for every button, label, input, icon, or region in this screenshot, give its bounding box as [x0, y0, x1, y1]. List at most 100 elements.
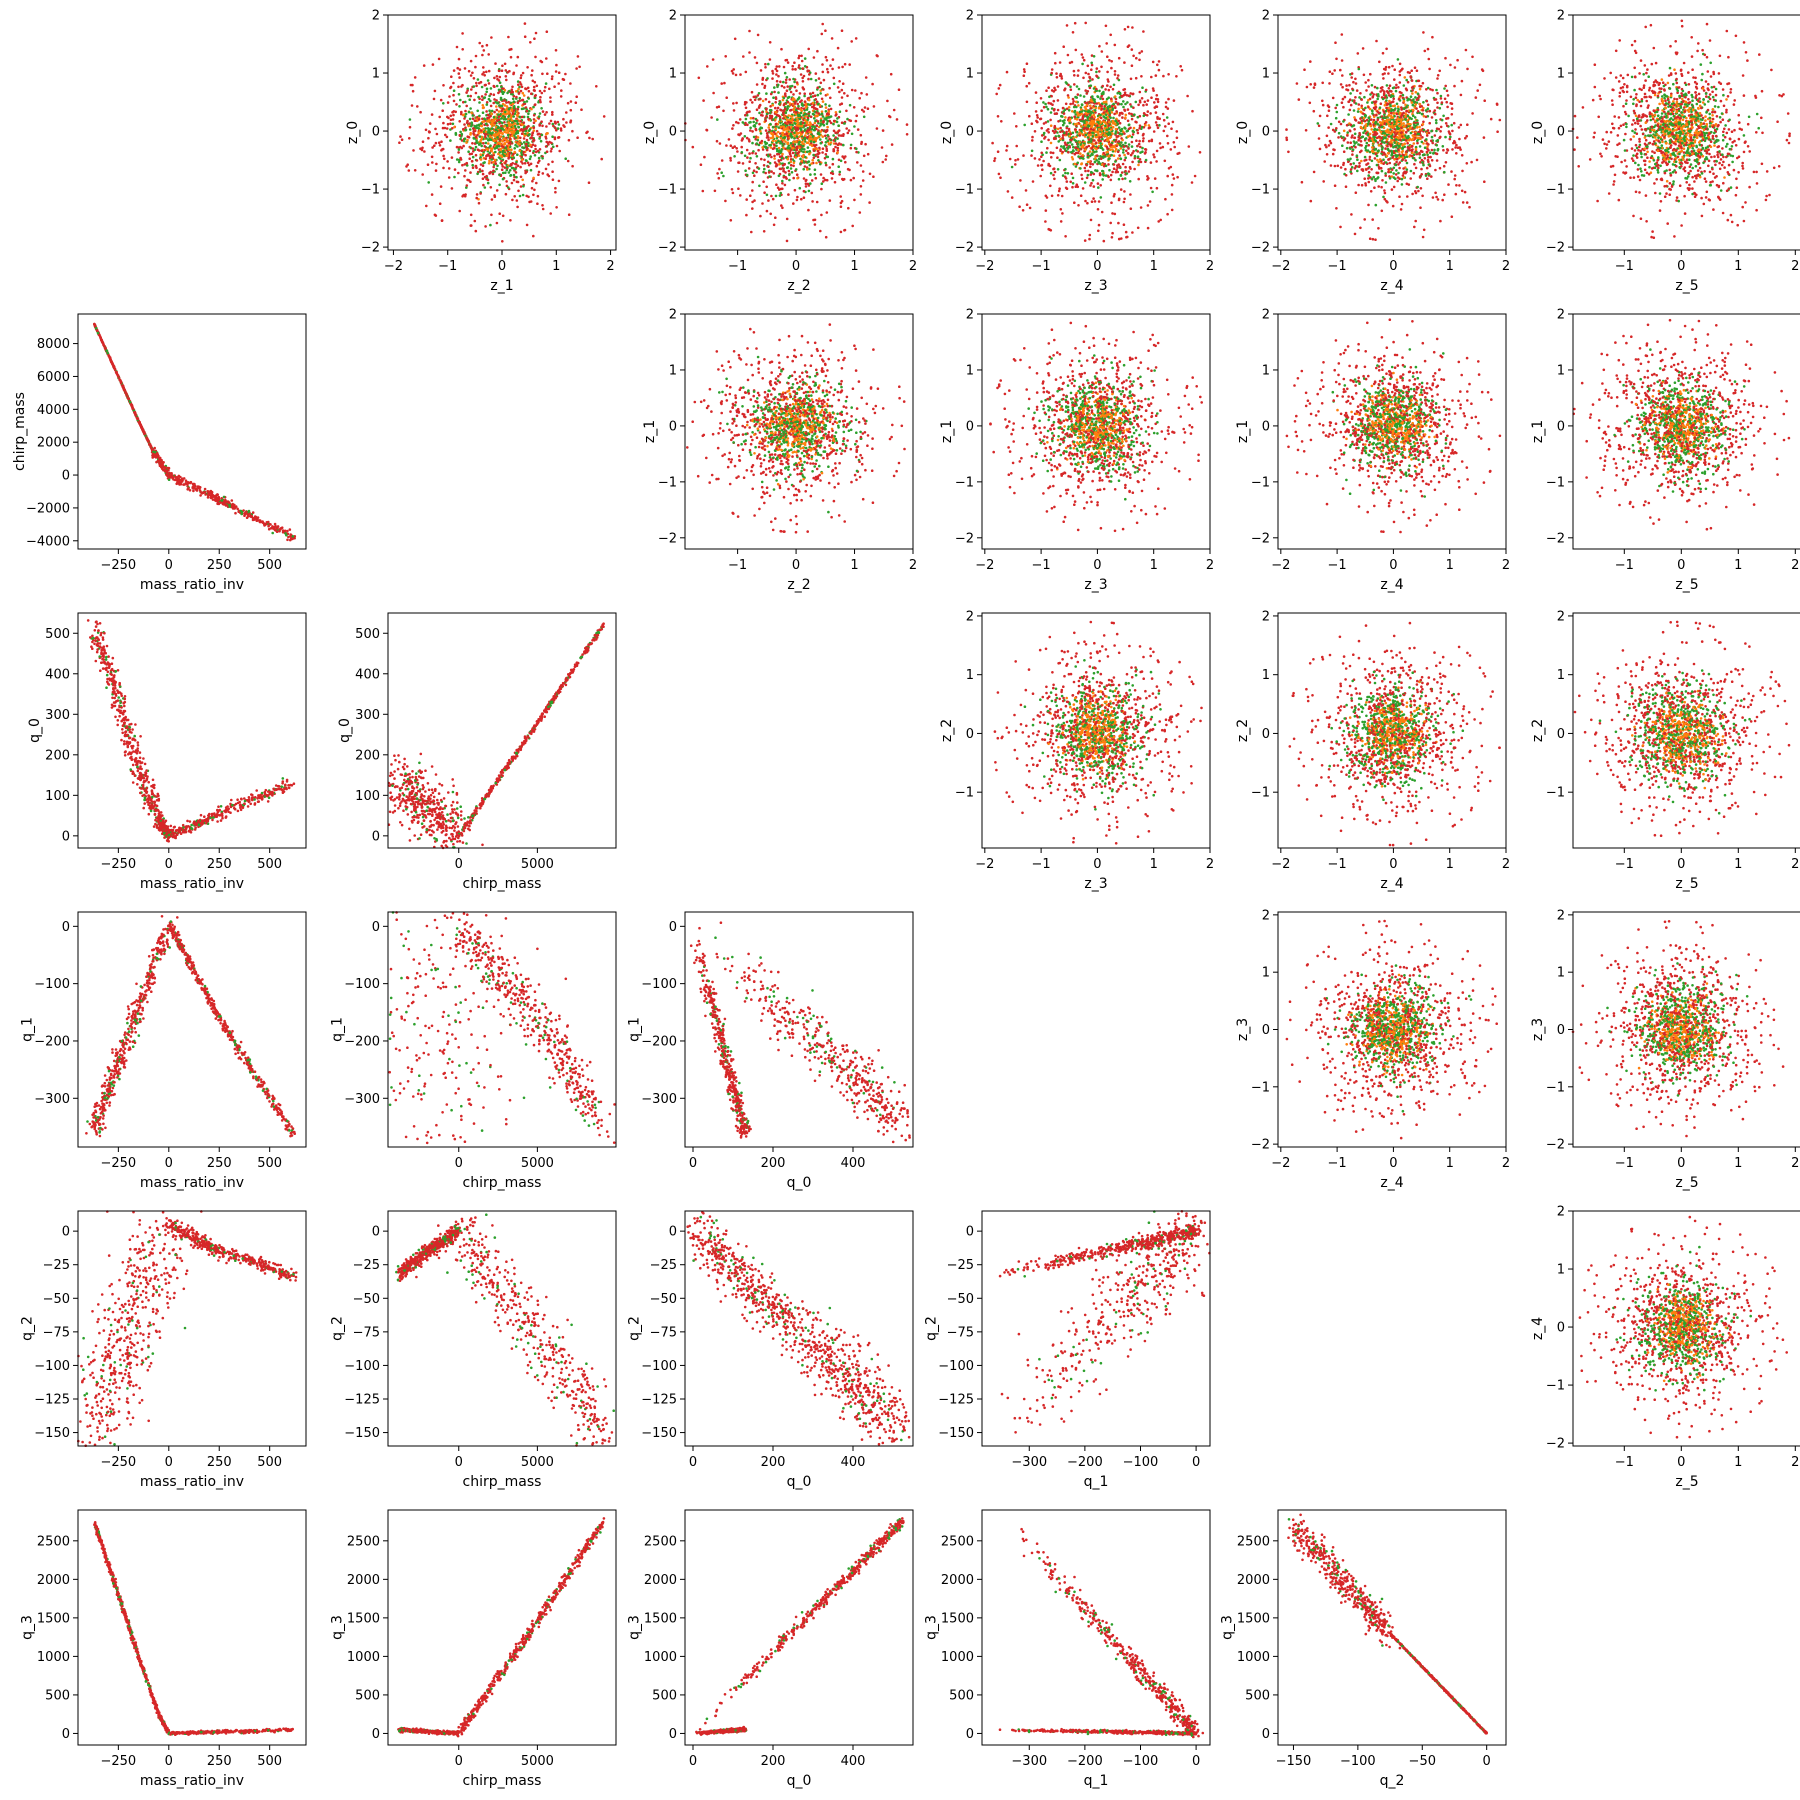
scatter-point: [1129, 92, 1132, 95]
scatter-point: [479, 163, 483, 166]
scatter-point: [1141, 150, 1144, 153]
scatter-point: [755, 121, 758, 125]
scatter-point: [441, 126, 445, 130]
scatter-point: [524, 129, 528, 133]
scatter-point: [1073, 152, 1077, 156]
scatter-point: [1116, 74, 1120, 77]
scatter-point: [1128, 180, 1132, 183]
scatter-point: [1109, 33, 1112, 37]
scatter-point: [554, 70, 558, 73]
scatter-point: [792, 202, 795, 205]
scatter-point: [1363, 218, 1366, 221]
scatter-point: [1065, 180, 1069, 183]
scatter-point: [1102, 100, 1106, 104]
scatter-point: [465, 141, 468, 144]
scatter-point: [588, 136, 591, 140]
scatter-point: [1124, 141, 1127, 145]
scatter-point: [1356, 169, 1359, 173]
scatter-point: [435, 132, 439, 136]
scatter-point: [1094, 169, 1097, 172]
scatter-point: [493, 158, 497, 162]
scatter-point: [1044, 102, 1047, 106]
scatter-point: [884, 158, 887, 161]
scatter-point: [1080, 177, 1084, 181]
scatter-point: [1142, 103, 1145, 107]
scatter-point: [463, 67, 467, 70]
scatter-point: [755, 170, 758, 174]
scatter-point: [486, 113, 490, 117]
scatter-point: [1095, 87, 1098, 91]
scatter-point: [806, 150, 809, 154]
scatter-point: [736, 170, 740, 173]
scatter-point: [747, 138, 751, 141]
scatter-point: [825, 116, 828, 120]
scatter-point: [1086, 116, 1089, 120]
scatter-point: [1111, 212, 1114, 215]
scatter-point: [811, 101, 815, 105]
scatter-point: [1350, 76, 1353, 79]
scatter-point: [845, 127, 848, 130]
scatter-points: [1285, 31, 1502, 241]
scatter-point: [1090, 200, 1094, 203]
scatter-point: [459, 145, 462, 149]
scatter-point: [529, 155, 532, 158]
scatter-point: [1101, 148, 1105, 151]
scatter-point: [862, 115, 866, 119]
scatter-point: [1118, 154, 1121, 157]
scatter-point: [1382, 195, 1385, 199]
scatter-point: [478, 168, 482, 171]
scatter-point: [1157, 60, 1161, 63]
scatter-point: [749, 98, 752, 102]
scatter-point: [1095, 75, 1099, 78]
scatter-point: [575, 67, 578, 70]
scatter-point: [427, 136, 430, 140]
scatter-point: [465, 186, 468, 189]
scatter-point: [480, 149, 484, 152]
scatter-point: [498, 135, 502, 139]
scatter-point: [783, 93, 787, 96]
scatter-point: [518, 194, 522, 198]
scatter-point: [786, 157, 789, 161]
scatter-point: [1142, 112, 1146, 115]
scatter-point: [467, 110, 471, 114]
scatter-point: [530, 107, 533, 111]
scatter-point: [1072, 69, 1076, 73]
scatter-point: [826, 125, 829, 129]
scatter-point: [1431, 35, 1434, 39]
scatter-point: [735, 120, 738, 124]
scatter-point: [527, 109, 531, 113]
scatter-point: [1046, 120, 1050, 123]
scatter-point: [447, 167, 451, 170]
scatter-point: [515, 119, 519, 123]
scatter-point: [1430, 148, 1434, 152]
scatter-point: [1073, 128, 1077, 131]
scatter-point: [495, 221, 499, 225]
scatter-point: [1122, 223, 1126, 226]
scatter-point: [1368, 158, 1371, 161]
scatter-point: [471, 142, 474, 145]
scatter-point: [1050, 68, 1054, 71]
scatter-point: [473, 124, 477, 128]
scatter-point: [503, 110, 507, 114]
scatter-point: [762, 180, 765, 183]
scatter-point: [1072, 100, 1075, 103]
scatter-point: [437, 57, 441, 61]
scatter-point: [758, 184, 761, 188]
scatter-point: [439, 185, 443, 188]
scatter-point: [1023, 123, 1026, 127]
scatter-point: [1175, 136, 1179, 140]
scatter-point: [501, 214, 505, 218]
scatter-point: [1035, 101, 1038, 104]
scatter-point: [854, 89, 857, 92]
scatter-point: [1092, 197, 1095, 200]
scatter-point: [1058, 187, 1061, 190]
scatter-point: [1059, 208, 1063, 211]
scatter-point: [724, 55, 727, 58]
scatter-point: [1158, 124, 1161, 127]
scatter-point: [801, 142, 804, 146]
scatter-point: [551, 170, 554, 173]
scatter-point: [825, 137, 828, 140]
scatter-point: [716, 172, 719, 175]
scatter-point: [501, 127, 505, 131]
scatter-point: [789, 90, 793, 94]
